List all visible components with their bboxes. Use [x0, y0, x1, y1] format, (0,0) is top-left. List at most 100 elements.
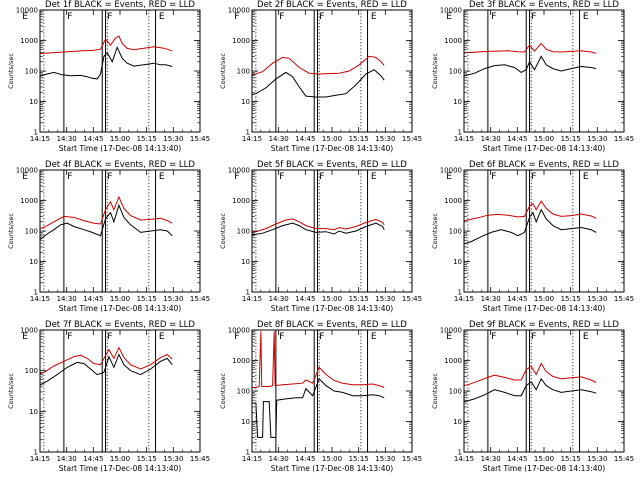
y-tick-label: 1000	[444, 197, 462, 205]
segment-label: F	[531, 12, 536, 22]
x-tick-label: 15:00	[534, 455, 554, 463]
x-tick-label: 14:45	[507, 455, 527, 463]
series-events-line	[252, 69, 385, 98]
y-tick-label: 1000	[444, 37, 462, 45]
segment-label: F	[107, 332, 112, 342]
x-tick-label: 15:30	[375, 455, 395, 463]
y-axis-label: Counts/sec	[431, 53, 439, 89]
x-tick-label: 15:00	[110, 455, 130, 463]
segment-label: F	[319, 332, 324, 342]
x-tick-label: 15:15	[561, 455, 581, 463]
panel-8: Det 8f BLACK = Events, RED = LLD F F F E 1 10 1…	[219, 320, 422, 473]
panel-title: Det 5f BLACK = Events, RED = LLD	[257, 160, 407, 170]
series-lld-line	[464, 42, 597, 54]
x-tick-label: 14:15	[454, 135, 474, 143]
panel-2: Det 2f BLACK = Events, RED = LLD F F F E 1 10 1…	[219, 0, 422, 153]
segment-label: E	[22, 12, 28, 22]
series-lld-line	[252, 218, 385, 233]
y-tick-label: 1	[246, 449, 250, 457]
x-tick-label: 14:15	[30, 135, 50, 143]
panel-7: Det 7f BLACK = Events, RED = LLD E F F E 1 10 1…	[7, 320, 210, 473]
series-lld-line	[464, 362, 597, 386]
y-tick-label: 10	[29, 98, 38, 106]
x-axis-label: Start Time (17-Dec-08 14:13:40)	[483, 464, 605, 473]
y-tick-label: 100	[25, 367, 38, 375]
y-tick-label: 10	[453, 418, 462, 426]
panel-title: Det 7f BLACK = Events, RED = LLD	[45, 320, 195, 330]
x-tick-label: 15:15	[561, 135, 581, 143]
x-tick-label: 14:30	[269, 455, 289, 463]
y-tick-label: 10	[29, 408, 38, 416]
segment-label: E	[371, 172, 377, 182]
x-tick-label: 14:30	[269, 135, 289, 143]
x-tick-label: 15:15	[137, 455, 157, 463]
y-tick-label: 100	[237, 388, 250, 396]
x-tick-label: 15:45	[190, 295, 210, 303]
y-tick-label: 100	[237, 228, 250, 236]
series-events-line	[40, 353, 173, 386]
x-tick-label: 14:45	[295, 455, 315, 463]
x-tick-label: 15:00	[110, 135, 130, 143]
x-tick-label: 14:45	[507, 135, 527, 143]
y-tick-label: 10	[453, 258, 462, 266]
x-tick-label: 15:30	[163, 135, 183, 143]
x-tick-label: 14:45	[507, 295, 527, 303]
segment-label: F	[531, 332, 536, 342]
x-tick-label: 14:15	[242, 455, 262, 463]
x-tick-label: 15:45	[614, 455, 634, 463]
y-tick-label: 1000	[20, 197, 38, 205]
x-tick-label: 15:45	[402, 135, 422, 143]
segment-label: F	[107, 172, 112, 182]
y-tick-label: 1000	[20, 37, 38, 45]
x-tick-label: 14:15	[30, 455, 50, 463]
series-lld-line	[40, 346, 173, 375]
panel-3: Det 3f BLACK = Events, RED = LLD E F F E 1 10 1…	[431, 0, 634, 153]
segment-label: E	[446, 172, 452, 182]
x-tick-label: 15:30	[163, 455, 183, 463]
x-tick-label: 15:45	[614, 295, 634, 303]
y-tick-label: 1	[246, 289, 250, 297]
panel-title: Det 1f BLACK = Events, RED = LLD	[45, 0, 195, 10]
series-events-line	[252, 378, 385, 438]
x-tick-label: 14:30	[57, 455, 77, 463]
series-lld-line	[40, 195, 173, 229]
panel-4: Det 4f BLACK = Events, RED = LLD E F F E 1 10 1…	[7, 160, 210, 313]
y-tick-label: 10000	[228, 327, 250, 335]
x-axis-label: Start Time (17-Dec-08 14:13:40)	[483, 304, 605, 313]
x-tick-label: 15:30	[587, 135, 607, 143]
y-tick-label: 10000	[16, 167, 38, 175]
segment-label: F	[279, 12, 284, 22]
segment-label: E	[159, 12, 165, 22]
segment-label: E	[583, 12, 589, 22]
x-axis-label: Start Time (17-Dec-08 14:13:40)	[271, 304, 393, 313]
x-tick-label: 15:00	[110, 295, 130, 303]
x-tick-label: 15:15	[137, 295, 157, 303]
y-axis-label: Counts/sec	[431, 213, 439, 249]
x-tick-label: 15:30	[587, 295, 607, 303]
x-tick-label: 15:15	[561, 295, 581, 303]
series-lld-line	[252, 55, 385, 76]
y-tick-label: 10	[241, 258, 250, 266]
x-tick-label: 15:00	[534, 135, 554, 143]
panel-6: Det 6f BLACK = Events, RED = LLD E F F E 1 10 1…	[431, 160, 634, 313]
y-tick-label: 1	[458, 289, 462, 297]
y-tick-label: 10000	[228, 167, 250, 175]
panel-title: Det 8f BLACK = Events, RED = LLD	[257, 320, 407, 330]
x-axis-label: Start Time (17-Dec-08 14:13:40)	[59, 144, 181, 153]
segment-label: E	[371, 12, 377, 22]
series-events-line	[464, 55, 597, 77]
y-axis-label: Counts/sec	[7, 373, 15, 409]
y-tick-label: 10000	[440, 167, 462, 175]
y-axis-label: Counts/sec	[219, 53, 227, 89]
segment-label: E	[446, 12, 452, 22]
y-tick-label: 1000	[444, 357, 462, 365]
y-tick-label: 1000	[20, 327, 38, 335]
x-tick-label: 15:45	[190, 135, 210, 143]
y-tick-label: 1000	[232, 357, 250, 365]
y-tick-label: 1	[458, 449, 462, 457]
y-tick-label: 10	[453, 98, 462, 106]
x-tick-label: 14:15	[454, 455, 474, 463]
segment-label: F	[234, 332, 239, 342]
x-tick-label: 14:45	[83, 135, 103, 143]
